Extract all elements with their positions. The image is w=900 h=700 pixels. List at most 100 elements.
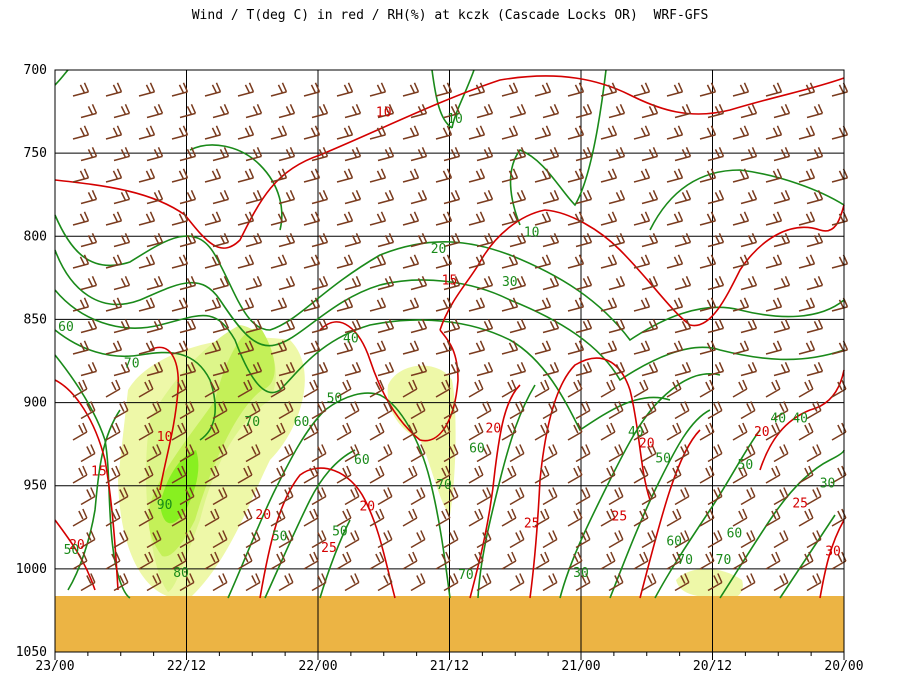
wind-barb [633,340,651,355]
rh-contour-label: 10 [447,112,463,127]
wind-barb [410,401,426,420]
wind-barb [105,125,123,140]
wind-barb [567,340,585,355]
wind-barb [443,401,459,420]
wind-barb [105,379,121,398]
wind-barb [501,254,519,269]
temp-contour [439,204,845,331]
wind-barb [278,401,294,420]
wind-barb [600,82,618,97]
wind-barb [806,362,824,377]
wind-barb [600,508,616,527]
wind-barb [666,125,684,140]
wind-barb [575,573,591,592]
temperature-contour-label: 10 [376,106,392,121]
wind-barb [567,422,583,441]
wind-barb [245,573,261,592]
wind-barb [501,379,517,398]
rh-95-region [160,450,199,524]
wind-barb [344,190,362,205]
wind-barb [567,211,585,226]
wind-barb [831,254,849,269]
wind-barb [798,211,816,226]
wind-barb [608,444,624,463]
wind-barb [278,233,296,248]
wind-barb [435,125,453,140]
wind-barb [765,125,783,140]
wind-barb [567,465,583,484]
wind-barb [666,297,684,312]
wind-barb [765,168,783,183]
wind-barb [509,190,527,205]
rh-contour [649,169,845,231]
rh-contour-label: 40 [343,332,359,347]
wind-barb [278,573,294,592]
wind-barb [212,487,228,506]
rh-contour [609,409,711,599]
temperature-contour-label: 20 [486,422,502,437]
rh-contour-label: 90 [157,498,173,513]
wind-barb [600,551,616,570]
wind-barb [468,465,484,484]
wind-barb [105,211,123,226]
wind-barb [567,297,585,312]
wind-barb [270,82,288,97]
wind-barb [204,82,222,97]
rh-contour [319,519,351,599]
wind-barb [344,147,362,162]
wind-barb [773,444,789,463]
y-tick-label: 950 [24,479,47,494]
y-tick-label: 700 [24,63,47,78]
wind-barb [443,147,461,162]
rh-contour-label: 60 [469,441,485,456]
rh-contour-label: 50 [272,530,288,545]
wind-barb [707,147,725,162]
wind-barb [146,190,164,205]
wind-barb [798,465,814,484]
wind-barb [773,104,791,119]
y-tick-label: 900 [24,396,47,411]
wind-barb [336,379,352,398]
wind-barb [212,190,230,205]
wind-barb [641,573,657,592]
rh-contour [779,514,836,599]
wind-barb [765,254,783,269]
wind-barb [641,362,659,377]
wind-barb [138,82,156,97]
wind-barb [740,147,758,162]
wind-barb [666,508,682,527]
wind-barb [377,444,393,463]
wind-barb [501,508,517,527]
wind-barb [509,319,527,334]
temperature-contour-label: 10 [157,430,173,445]
wind-barb [237,211,255,226]
wind-barb [435,297,453,312]
wind-barb [534,422,550,441]
wind-barb [402,297,420,312]
wind-barb [237,82,255,97]
wind-barb [138,508,154,527]
wind-barb [732,125,750,140]
wind-barb [831,125,849,140]
wind-barb [113,233,131,248]
wind-barb [534,125,552,140]
temperature-contour-label: 15 [91,465,107,480]
wind-barb [608,487,624,506]
wind-barb [171,254,189,269]
wind-barb [245,147,263,162]
wind-barb [740,530,756,549]
wind-barb [509,233,527,248]
wind-barb [608,401,624,420]
wind-barb [138,340,156,355]
wind-barb [179,276,197,291]
wind-barb [773,190,791,205]
wind-barb [608,573,624,592]
temp-contour [469,384,521,599]
wind-barb [476,530,492,549]
wind-barb [336,508,352,527]
wind-barb [600,168,618,183]
wind-barb [212,573,228,592]
wind-barb [806,190,824,205]
wind-barb [443,362,461,377]
wind-barb [468,125,486,140]
